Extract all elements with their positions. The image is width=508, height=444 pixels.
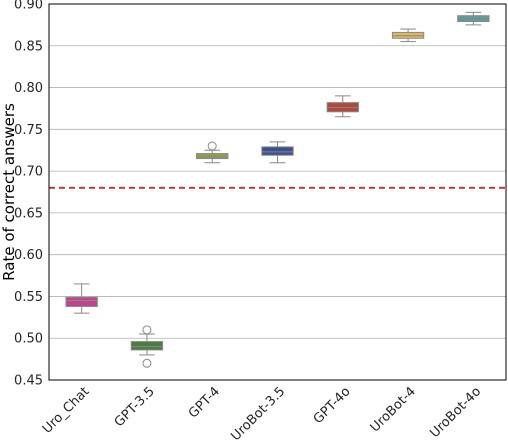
y-tick-label: 0.45 bbox=[14, 374, 43, 389]
y-axis-label: Rate of correct answers bbox=[0, 103, 18, 281]
y-tick-label: 0.75 bbox=[14, 123, 43, 138]
plot-frame bbox=[48, 3, 507, 381]
outlier-point bbox=[142, 358, 152, 368]
outlier-point bbox=[142, 325, 152, 335]
y-tick-label: 0.70 bbox=[14, 165, 43, 180]
box-urobot-4 bbox=[391, 28, 425, 43]
x-tick-label: Uro_Chat bbox=[40, 384, 93, 437]
y-tick-label: 0.55 bbox=[14, 290, 43, 305]
y-tick-label: 0.90 bbox=[14, 0, 43, 13]
box-uro-chat bbox=[65, 283, 98, 314]
x-tick-label: GPT-3.5 bbox=[112, 384, 158, 430]
y-tick-label: 0.65 bbox=[14, 206, 43, 221]
y-tick-label: 0.80 bbox=[14, 81, 43, 96]
y-tick-label: 0.85 bbox=[14, 39, 43, 54]
x-tick-label: UroBot-3.5 bbox=[228, 384, 288, 444]
x-tick-label: GPT-4o bbox=[311, 384, 354, 427]
box-urobot-4o bbox=[457, 11, 490, 26]
x-tick-label: UroBot-4 bbox=[368, 384, 419, 435]
box-iqr bbox=[130, 341, 164, 351]
x-tick-labels: Uro_Chat GPT-3.5 GPT-4 UroBot-3.5 GPT-4o UroB… bbox=[40, 384, 484, 444]
box-iqr bbox=[196, 153, 229, 160]
box-gpt-4o bbox=[326, 95, 359, 118]
box-gpt-4 bbox=[196, 141, 229, 164]
box-gpt-3-5 bbox=[130, 325, 164, 368]
box-urobot-3-5 bbox=[261, 141, 294, 164]
box-iqr bbox=[65, 296, 98, 307]
grid-lines bbox=[49, 3, 506, 381]
y-tick-label: 0.60 bbox=[14, 248, 43, 263]
boxes bbox=[65, 11, 490, 368]
x-tick-label: GPT-4 bbox=[186, 384, 223, 421]
x-tick-label: UroBot-4o bbox=[427, 384, 484, 441]
outlier-point bbox=[207, 141, 217, 151]
y-tick-labels: 0.45 0.50 0.55 0.60 0.65 0.70 0.75 0.80 0.85 0.90 bbox=[14, 0, 43, 389]
box-iqr bbox=[261, 146, 294, 156]
y-tick-label: 0.50 bbox=[14, 332, 43, 347]
